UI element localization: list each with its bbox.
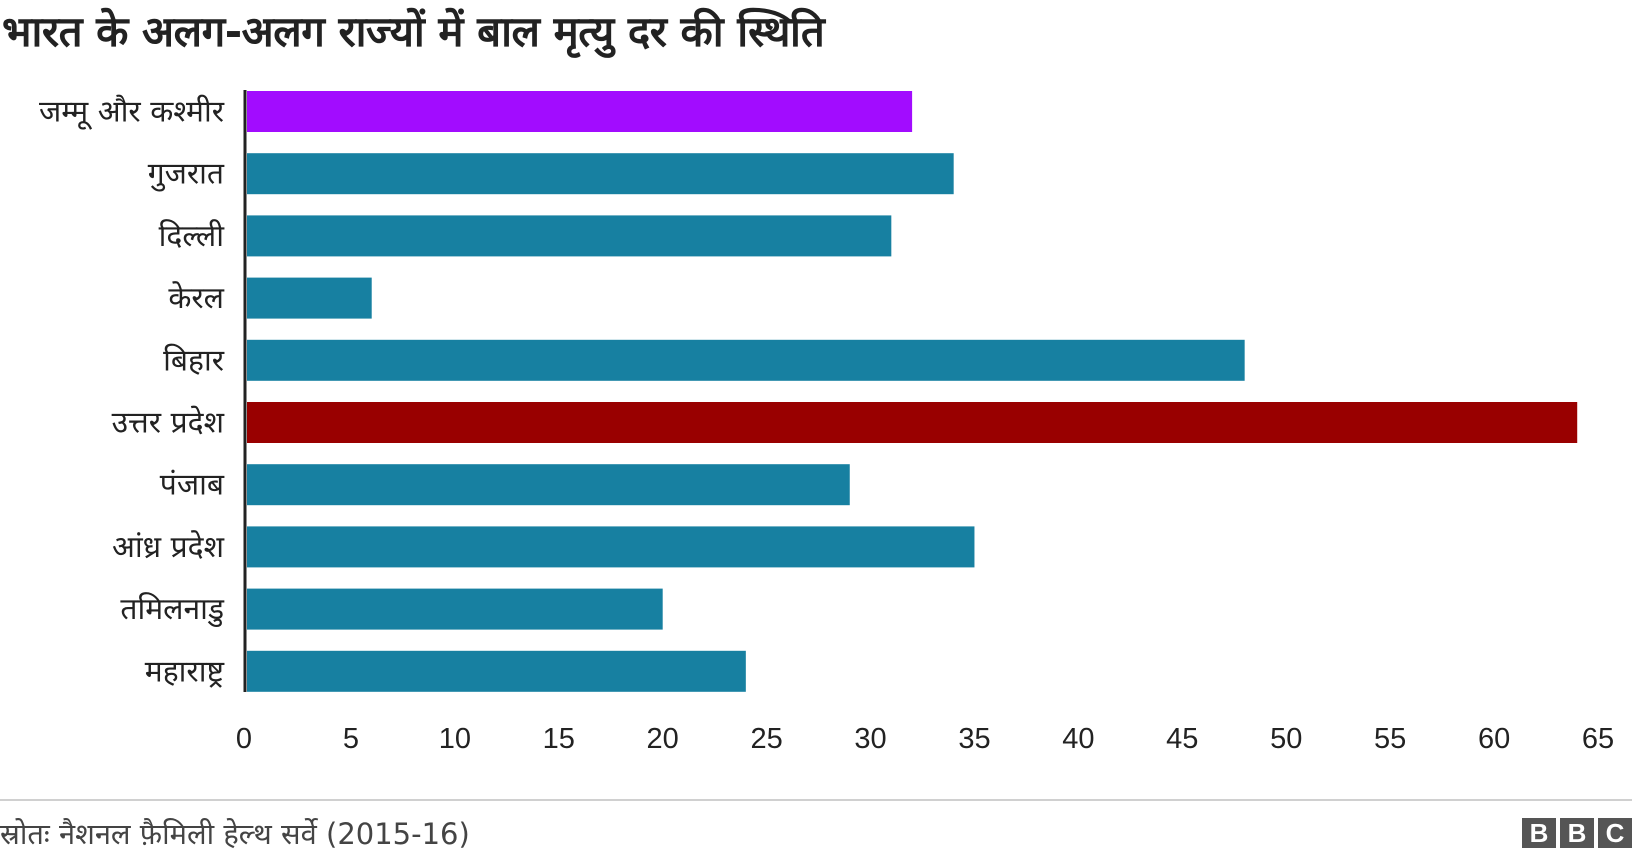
- bar: [247, 215, 892, 257]
- bar: [247, 91, 913, 132]
- x-tick-label: 5: [343, 723, 359, 755]
- x-tick-label: 35: [958, 723, 990, 755]
- x-tick-label: 60: [1478, 723, 1510, 755]
- source-note: स्रोतः नैशनल फ़ैमिली हेल्थ सर्वे (2015-1…: [0, 817, 470, 851]
- category-label: गुजरात: [148, 157, 225, 193]
- category-label: बिहार: [163, 343, 225, 378]
- category-label: तमिलनाडु: [120, 592, 225, 628]
- x-tick-label: 30: [854, 723, 886, 755]
- x-tick-label: 20: [647, 723, 679, 755]
- x-tick-label: 0: [236, 723, 252, 755]
- x-tick-label: 50: [1270, 723, 1302, 755]
- logo-letter: B: [1522, 818, 1556, 848]
- x-tick-label: 15: [543, 723, 575, 755]
- bar: [247, 402, 1578, 443]
- bars-group: [247, 91, 1578, 692]
- x-tick-label: 45: [1166, 723, 1198, 755]
- x-tick-label: 65: [1582, 723, 1614, 755]
- bar: [247, 339, 1245, 381]
- bar-chart: जम्मू और कश्मीर गुजरात दिल्ली केरल बिहार उत्त…: [39, 90, 1614, 755]
- category-labels: जम्मू और कश्मीर गुजरात दिल्ली केरल बिहार उत्त…: [39, 95, 225, 690]
- footer-divider: [0, 799, 1632, 801]
- bar: [247, 153, 954, 195]
- category-label: पंजाब: [160, 468, 225, 503]
- category-label: दिल्ली: [159, 219, 226, 254]
- chart-title: भारत के अलग-अलग राज्यों में बाल मृत्यु द…: [2, 7, 825, 56]
- bar: [247, 464, 850, 506]
- bar: [247, 650, 746, 692]
- x-tick-label: 10: [439, 723, 471, 755]
- logo-letter: B: [1560, 818, 1594, 848]
- bar: [247, 526, 975, 568]
- x-tick-label: 55: [1374, 723, 1406, 755]
- category-label: आंध्र प्रदेश: [112, 530, 225, 565]
- x-tick-label: 40: [1062, 723, 1094, 755]
- logo-letter: C: [1598, 818, 1632, 848]
- x-tick-label: 25: [750, 723, 782, 755]
- category-label: उत्तर प्रदेश: [112, 406, 225, 441]
- bar: [247, 277, 372, 319]
- category-label: महाराष्ट्र: [145, 654, 225, 689]
- bar: [247, 588, 663, 630]
- category-label: केरल: [168, 281, 224, 316]
- category-label: जम्मू और कश्मीर: [39, 95, 225, 131]
- bbc-logo: B B C: [1522, 818, 1632, 848]
- x-tick-labels: 0 5 10 15 20 25 30 35 40 45 50 55 60 65: [236, 723, 1614, 755]
